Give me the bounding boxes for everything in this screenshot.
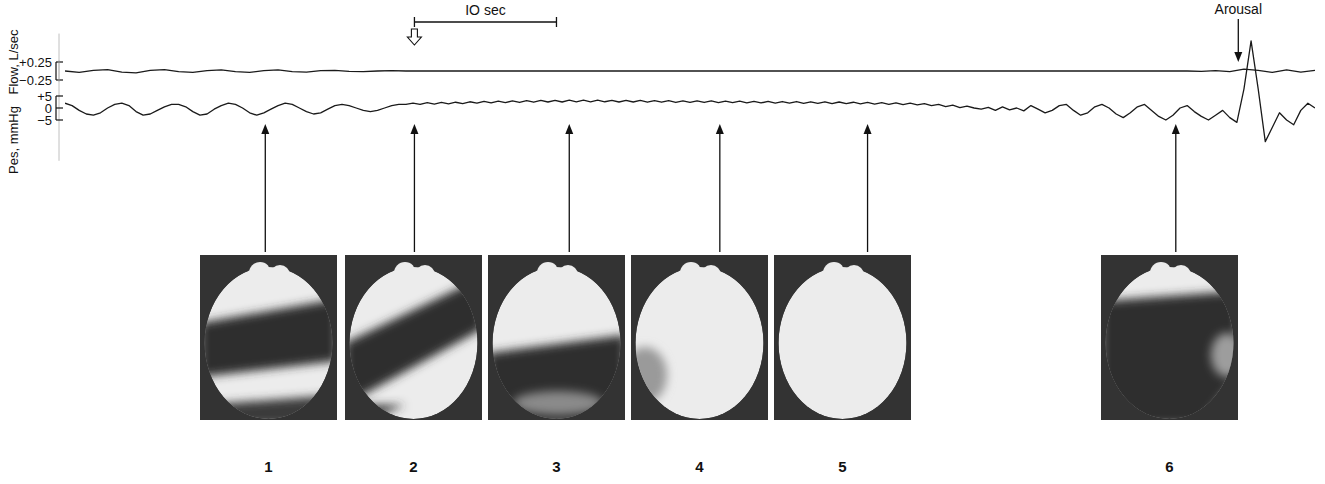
plot-area (65, 41, 1315, 142)
image-label: 5 (838, 458, 846, 475)
tick-label: −0.25 (19, 73, 52, 88)
lumen-shadow (1211, 333, 1243, 377)
trace (65, 69, 1315, 73)
plot-area (65, 69, 1315, 73)
endoscopic-image (345, 255, 482, 420)
tick-label: −5 (37, 113, 52, 128)
tick (56, 61, 63, 62)
image-arrow (414, 132, 415, 252)
scale-bar-line (414, 21, 556, 22)
image-content (779, 267, 907, 419)
image-content (200, 267, 337, 425)
endoscopic-image (774, 255, 911, 420)
image-label: 6 (1165, 458, 1173, 475)
image-background (774, 255, 911, 420)
image-arrowhead (716, 124, 724, 134)
image-arrow (569, 132, 570, 252)
image-layer (779, 267, 907, 419)
endoscopic-image (200, 255, 337, 420)
lumen-shadow (345, 277, 482, 405)
image-content (1101, 267, 1243, 425)
endoscopic-image (488, 255, 625, 420)
image-layer (200, 267, 337, 425)
image-background (631, 255, 768, 420)
arousal-arrow (1238, 19, 1239, 54)
scale-bar-end (414, 17, 415, 27)
image-content (488, 267, 625, 425)
image-arrow (719, 132, 720, 252)
lumen-shadow (200, 299, 337, 377)
image-layer (1101, 267, 1243, 425)
image-arrowhead (864, 124, 872, 134)
calibration-bar (55, 62, 56, 80)
tick-label: +0.25 (19, 55, 52, 70)
image-arrow (1175, 132, 1176, 252)
image-background (200, 255, 337, 420)
image-layer (345, 267, 482, 430)
axis-title: Pes, mmHg (6, 106, 21, 174)
figure: Flow, L/sec+0.25−0.25Pes, mmHg+50−5IO se… (0, 0, 1325, 484)
image-layer (623, 267, 764, 419)
image-background (488, 255, 625, 420)
arousal-arrowhead (1234, 52, 1242, 62)
image-arrowhead (261, 124, 269, 134)
onset-arrow (407, 29, 421, 45)
lumen-shadow (200, 395, 337, 425)
airway-wall (779, 267, 907, 419)
image-arrowhead (410, 124, 418, 134)
image-label: 1 (264, 458, 272, 475)
lumen-shadow (345, 405, 405, 430)
endoscopic-image (631, 255, 768, 420)
trace (65, 41, 1315, 142)
image-background (345, 255, 482, 420)
image-arrow (265, 132, 266, 252)
scale-bar-end (556, 17, 557, 27)
axis-range-line (59, 34, 60, 161)
image-label: 2 (409, 458, 417, 475)
image-arrowhead (565, 124, 573, 134)
image-arrow (867, 132, 868, 252)
lumen-shadow (513, 391, 603, 415)
scale-bar-label: IO sec (465, 2, 505, 18)
tick (56, 95, 63, 96)
image-label: 4 (695, 458, 704, 475)
tick (56, 107, 63, 108)
image-content (623, 267, 764, 419)
image-label: 3 (552, 458, 560, 475)
arousal-label: Arousal (1215, 1, 1262, 17)
lumen-shadow (623, 347, 667, 403)
scale-bar: IO sec (414, 2, 556, 27)
image-layer (488, 267, 625, 425)
lumen-shadow (488, 335, 625, 425)
background (0, 0, 1325, 484)
tick (56, 79, 63, 80)
tick (56, 119, 63, 120)
image-content (345, 267, 482, 430)
image-arrowhead (1172, 124, 1180, 134)
